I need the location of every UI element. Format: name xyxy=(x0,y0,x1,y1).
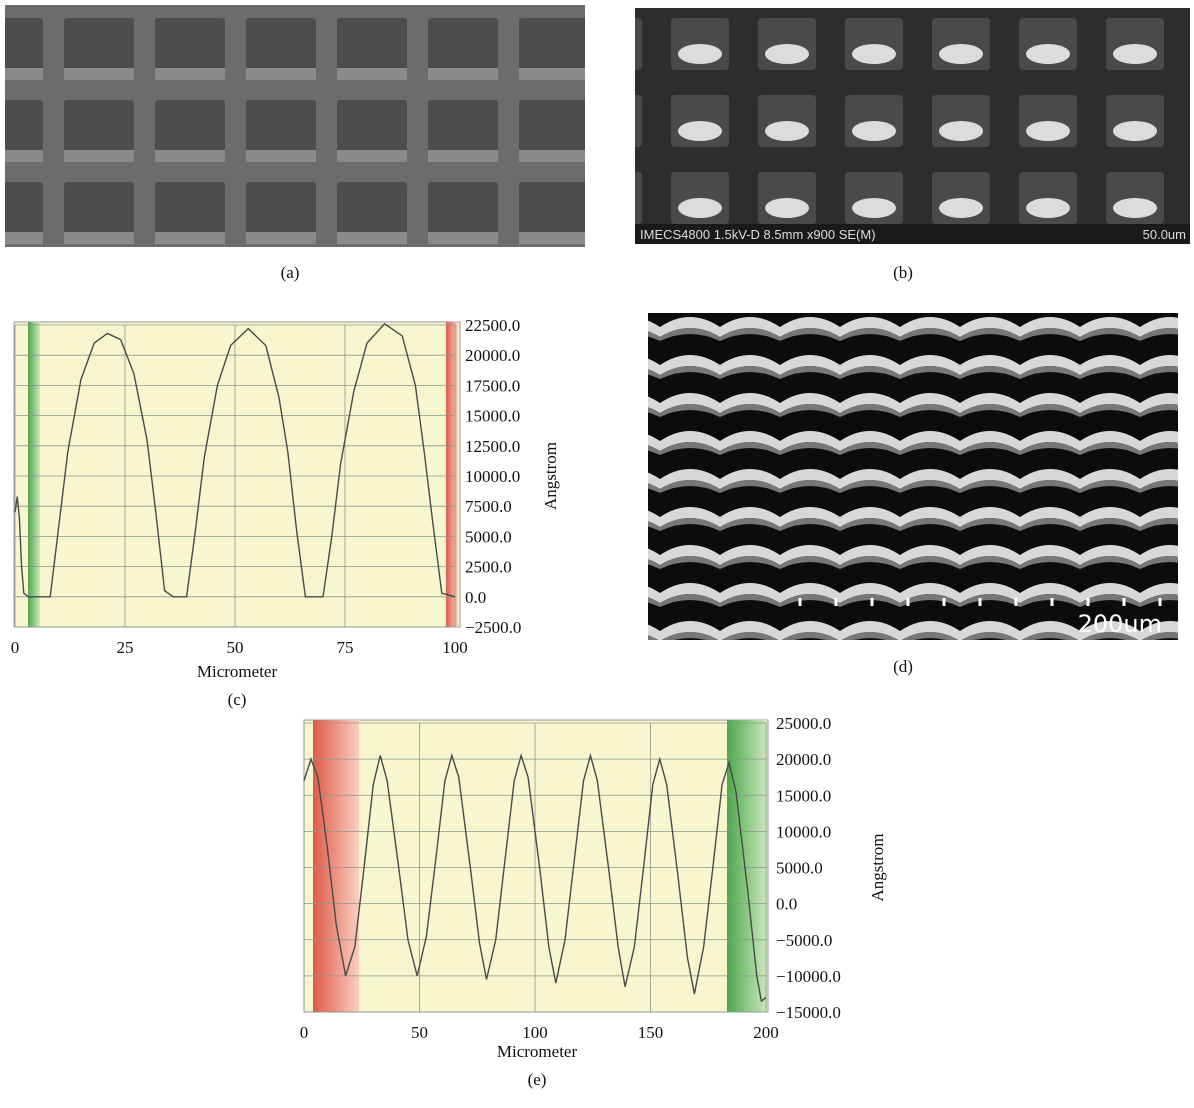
y-tick-label: −15000.0 xyxy=(776,1003,841,1022)
y-tick-label: 22500.0 xyxy=(465,316,520,335)
plot-area xyxy=(303,719,769,1013)
x-tick-label: 25 xyxy=(117,638,134,657)
x-tick-label: 0 xyxy=(11,638,20,657)
y-tick-label: 25000.0 xyxy=(776,714,831,733)
caption: (d) xyxy=(893,657,913,676)
y-tick-label: 2500.0 xyxy=(465,558,512,577)
marker-band xyxy=(28,322,40,627)
x-tick-label: 50 xyxy=(227,638,244,657)
y-tick-label: 20000.0 xyxy=(465,346,520,365)
caption: (e) xyxy=(528,1070,547,1089)
x-tick-label: 200 xyxy=(753,1023,779,1042)
y-tick-label: 0.0 xyxy=(776,895,797,914)
y-tick-label: 12500.0 xyxy=(465,437,520,456)
caption: (a) xyxy=(281,263,300,282)
y-tick-label: 5000.0 xyxy=(465,527,512,546)
sem-image-d xyxy=(648,313,1178,640)
marker-band xyxy=(446,322,458,627)
x-axis-label: Micrometer xyxy=(197,662,278,681)
sem-image-b xyxy=(635,8,1190,244)
charts: −2500.00.02500.05000.07500.010000.012500… xyxy=(11,316,887,1089)
x-tick-label: 150 xyxy=(638,1023,664,1042)
scale-bar xyxy=(798,598,1162,606)
profile-line xyxy=(303,752,767,1003)
y-tick-label: 15000.0 xyxy=(465,407,520,426)
caption: (b) xyxy=(893,263,913,282)
marker-band xyxy=(313,720,359,1012)
x-tick-label: 0 xyxy=(300,1023,309,1042)
y-tick-label: 0.0 xyxy=(465,588,486,607)
x-axis-label: Micrometer xyxy=(497,1042,578,1061)
y-tick-label: 10000.0 xyxy=(776,822,831,841)
scale-label: 50.0um xyxy=(1143,227,1186,242)
caption: (c) xyxy=(228,690,247,709)
y-tick-label: 15000.0 xyxy=(776,786,831,805)
y-tick-label: −5000.0 xyxy=(776,931,832,950)
sem-image-a xyxy=(5,5,585,247)
y-axis-label: Angstrom xyxy=(868,834,887,902)
sem-info: IMECS4800 1.5kV-D 8.5mm x900 SE(M) xyxy=(640,227,876,242)
info-bar xyxy=(635,224,1190,244)
x-tick-label: 100 xyxy=(522,1023,548,1042)
y-tick-label: 17500.0 xyxy=(465,376,520,395)
y-tick-label: 10000.0 xyxy=(465,467,520,486)
plot-area xyxy=(13,321,461,628)
y-tick-label: −2500.0 xyxy=(465,618,521,637)
y-tick-label: 5000.0 xyxy=(776,859,823,878)
x-tick-label: 50 xyxy=(411,1023,428,1042)
x-tick-label: 75 xyxy=(337,638,354,657)
marker-band xyxy=(727,720,767,1012)
scale-label: 200um xyxy=(1078,610,1162,638)
y-tick-label: −10000.0 xyxy=(776,967,841,986)
y-tick-label: 7500.0 xyxy=(465,497,512,516)
x-tick-label: 100 xyxy=(442,638,468,657)
profile-line xyxy=(14,322,456,598)
y-tick-label: 20000.0 xyxy=(776,750,831,769)
y-axis-label: Angstrom xyxy=(541,442,560,510)
